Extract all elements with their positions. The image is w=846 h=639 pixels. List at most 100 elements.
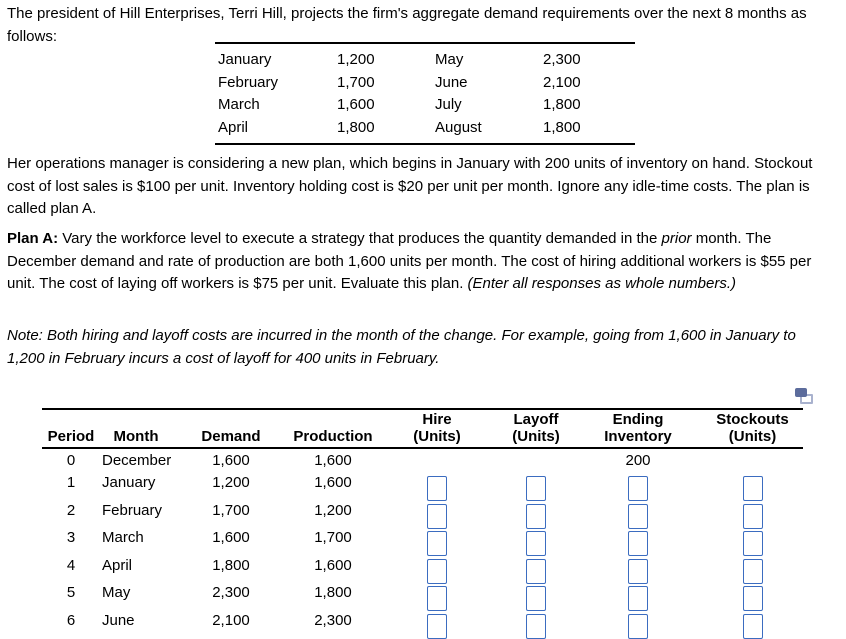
production-cell: 1,200 — [314, 501, 352, 519]
production-cell: 1,600 — [314, 556, 352, 574]
month-cell: May — [102, 584, 131, 601]
demand-value-cell: 1,200 — [337, 51, 375, 68]
worksheet-row-june: 6 June 2,100 2,300 — [42, 612, 803, 639]
header-stockouts: Stockouts (Units) — [716, 411, 789, 445]
ending-inventory-input-period-5[interactable] — [628, 586, 648, 611]
empty-cell — [376, 452, 498, 474]
month-cell: June — [102, 611, 135, 629]
header-ending-inventory: Ending Inventory — [604, 411, 672, 445]
month-cell: January — [102, 474, 156, 491]
stockouts-input-period-4[interactable] — [742, 558, 763, 584]
stockouts-input-period-1[interactable] — [742, 476, 763, 501]
demand-value-cell: 1,600 — [337, 96, 375, 113]
header-demand: Demand — [201, 428, 261, 445]
hire-input-period-6[interactable] — [427, 613, 447, 639]
hire-input-period-2[interactable] — [427, 503, 447, 529]
layoff-input-period-2[interactable] — [526, 503, 546, 529]
demand-month-cell: February — [218, 73, 279, 91]
layoff-input-period-4[interactable] — [526, 558, 546, 584]
header-period: Period — [47, 428, 95, 445]
demand-value-cell: 2,100 — [543, 73, 581, 91]
operations-paragraph: Her operations manager is considering a … — [7, 155, 813, 217]
worksheet-row-april: 4 April 1,800 1,600 — [42, 557, 803, 585]
demand-cell: 1,200 — [212, 474, 250, 491]
period-cell: 0 — [66, 452, 76, 469]
plan-a-paragraph: Plan A: Vary the workforce level to exec… — [7, 228, 827, 296]
stockouts-input-period-2[interactable] — [742, 503, 763, 529]
demand-month-cell: May — [435, 51, 464, 68]
production-cell: 1,600 — [314, 474, 352, 491]
layoff-input-period-6[interactable] — [526, 613, 546, 639]
month-cell: December — [102, 452, 172, 469]
demand-value-cell: 1,800 — [543, 118, 581, 136]
demand-cell: 2,300 — [212, 584, 250, 601]
demand-month-cell: August — [435, 118, 482, 136]
copy-icon-front-rect — [795, 388, 807, 397]
stockouts-input-period-6[interactable] — [742, 613, 763, 639]
demand-row: March 1,600 July 1,800 — [215, 94, 635, 117]
demand-cell: 1,600 — [212, 529, 250, 546]
production-cell: 1,800 — [314, 584, 352, 601]
demand-cell: 1,700 — [212, 501, 250, 519]
demand-value-cell: 2,300 — [543, 51, 581, 68]
demand-cell: 1,600 — [212, 452, 250, 469]
demand-row: February 1,700 June 2,100 — [215, 72, 635, 95]
header-layoff: Layoff (Units) — [512, 411, 560, 445]
month-cell: February — [102, 501, 163, 519]
worksheet-row-march: 3 March 1,600 1,700 — [42, 529, 803, 557]
empty-cell — [702, 452, 803, 474]
stockouts-input-period-3[interactable] — [742, 531, 763, 556]
demand-row: April 1,800 August 1,800 — [215, 117, 635, 140]
month-cell: April — [102, 556, 133, 574]
production-cell: 1,700 — [314, 529, 352, 546]
month-cell: March — [102, 529, 144, 546]
hire-input-period-4[interactable] — [427, 558, 447, 584]
demand-cell: 1,800 — [212, 556, 250, 574]
note-paragraph: Note: Both hiring and layoff costs are i… — [7, 327, 796, 367]
worksheet-row-february: 2 February 1,700 1,200 — [42, 502, 803, 530]
header-month: Month — [113, 428, 159, 445]
demand-value-cell: 1,700 — [337, 73, 375, 91]
header-production: Production — [293, 428, 373, 445]
hire-input-period-3[interactable] — [427, 531, 447, 556]
period-cell: 3 — [66, 529, 76, 546]
copy-icon[interactable] — [795, 388, 814, 407]
plan-a-label: Plan A: — [7, 230, 59, 247]
worksheet-row-may: 5 May 2,300 1,800 — [42, 584, 803, 612]
worksheet-row-december: 0 December 1,600 1,600 200 — [42, 449, 803, 474]
ending-inventory-input-period-6[interactable] — [628, 613, 648, 639]
layoff-input-period-1[interactable] — [526, 476, 546, 501]
ending-inventory-input-period-1[interactable] — [628, 476, 648, 501]
layoff-input-period-5[interactable] — [526, 586, 546, 611]
ending-inventory-input-period-3[interactable] — [628, 531, 648, 556]
worksheet-row-january: 1 January 1,200 1,600 — [42, 474, 803, 502]
empty-cell — [498, 452, 574, 474]
layoff-input-period-3[interactable] — [526, 531, 546, 556]
demand-cell: 2,100 — [212, 611, 250, 629]
plan-a-text: month. The December demand and rate of p… — [7, 230, 812, 292]
ending-inventory-input-period-2[interactable] — [628, 503, 648, 529]
period-cell: 5 — [66, 584, 76, 601]
period-cell: 1 — [66, 474, 76, 491]
period-cell: 4 — [66, 556, 76, 574]
worksheet-table: Period Month Demand Production Hire (Unit… — [42, 408, 803, 639]
demand-month-cell: July — [435, 96, 462, 113]
header-hire: Hire (Units) — [413, 411, 461, 445]
period-cell: 2 — [66, 501, 76, 519]
production-cell: 2,300 — [314, 611, 352, 629]
demand-value-cell: 1,800 — [337, 118, 375, 136]
ending-inventory-input-period-4[interactable] — [628, 558, 648, 584]
period-cell: 6 — [66, 611, 76, 629]
plan-a-italic-prior: prior — [661, 230, 692, 247]
plan-a-instruction: (Enter all responses as whole numbers.) — [467, 275, 737, 292]
demand-month-cell: March — [218, 96, 260, 113]
demand-table: January 1,200 May 2,300 February 1,700 J… — [215, 42, 635, 145]
demand-value-cell: 1,800 — [543, 96, 581, 113]
hire-input-period-1[interactable] — [427, 476, 447, 501]
production-cell: 1,600 — [314, 452, 352, 469]
demand-month-cell: April — [218, 118, 249, 136]
intro-paragraph: The president of Hill Enterprises, Terri… — [7, 5, 807, 45]
stockouts-input-period-5[interactable] — [742, 586, 763, 611]
hire-input-period-5[interactable] — [427, 586, 447, 611]
